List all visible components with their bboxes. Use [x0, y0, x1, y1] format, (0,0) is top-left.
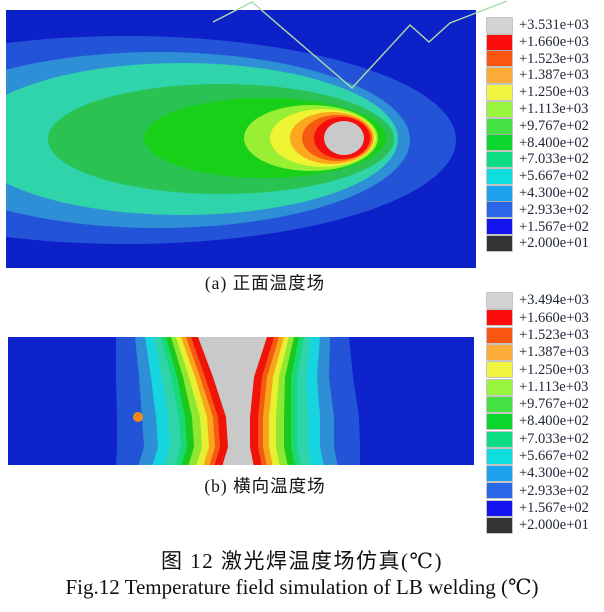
legend-row: +1.567e+02	[487, 218, 589, 235]
legend-row: +1.113e+03	[487, 101, 589, 118]
front-temperature-field-plot	[6, 10, 476, 268]
watermark-line	[212, 0, 508, 89]
legend-color-swatch	[487, 152, 512, 168]
watermark-zigzag-line	[212, 0, 508, 89]
legend-value-label: +3.494e+03	[519, 292, 589, 309]
transverse-temperature-field-plot	[8, 337, 474, 465]
legend-value-label: +1.113e+03	[519, 378, 589, 395]
legend-value-label: +1.250e+03	[519, 361, 589, 378]
legend-row: +1.387e+03	[487, 344, 589, 361]
temperature-legend-a: +3.531e+03 +1.660e+03 +1.523e+03 +1.387e+03…	[487, 17, 589, 252]
legend-color-swatch	[487, 17, 512, 33]
legend-row: +8.400e+02	[487, 413, 589, 430]
legend-row: +4.300e+02	[487, 465, 589, 482]
legend-color-swatch	[487, 202, 512, 218]
legend-row: +7.033e+02	[487, 151, 589, 168]
legend-color-swatch	[487, 51, 512, 67]
legend-color-swatch	[487, 379, 512, 395]
legend-row: +1.250e+03	[487, 361, 589, 378]
legend-value-label: +1.567e+02	[519, 218, 589, 235]
legend-value-label: +1.567e+02	[519, 499, 589, 516]
legend-value-label: +8.400e+02	[519, 134, 589, 151]
legend-row: +2.000e+01	[487, 517, 589, 534]
legend-row: +5.667e+02	[487, 448, 589, 465]
legend-color-swatch	[487, 101, 512, 117]
legend-color-swatch	[487, 310, 512, 326]
legend-value-label: +3.531e+03	[519, 17, 589, 34]
legend-row: +8.400e+02	[487, 134, 589, 151]
caption-panel-a: (a) 正面温度场	[204, 273, 326, 293]
legend-color-swatch	[487, 396, 512, 412]
legend-color-swatch	[487, 362, 512, 378]
legend-value-label: +8.400e+02	[519, 413, 589, 430]
legend-value-label: +1.660e+03	[519, 33, 589, 50]
legend-color-swatch	[487, 483, 512, 499]
isotherm-band	[324, 121, 364, 155]
legend-color-swatch	[487, 518, 512, 533]
legend-row: +1.567e+02	[487, 500, 589, 517]
legend-color-swatch	[487, 34, 512, 50]
legend-value-label: +5.667e+02	[519, 448, 589, 465]
legend-row: +3.494e+03	[487, 292, 589, 309]
legend-value-label: +2.933e+02	[519, 482, 589, 499]
legend-color-swatch	[487, 345, 512, 361]
legend-value-label: +2.933e+02	[519, 201, 589, 218]
legend-row: +3.531e+03	[487, 17, 589, 34]
legend-row: +2.933e+02	[487, 202, 589, 219]
legend-color-swatch	[487, 85, 512, 101]
legend-color-swatch	[487, 118, 512, 134]
figure-caption-chinese: 图 12 激光焊温度场仿真(℃)	[161, 549, 443, 573]
legend-color-swatch	[487, 219, 512, 235]
legend-value-label: +9.767e+02	[519, 117, 589, 134]
legend-row: +1.523e+03	[487, 327, 589, 344]
legend-value-label: +2.000e+01	[519, 517, 589, 534]
legend-value-label: +4.300e+02	[519, 184, 589, 201]
legend-color-swatch	[487, 431, 512, 447]
temperature-legend-b: +3.494e+03 +1.660e+03 +1.523e+03 +1.387e+03…	[487, 292, 589, 534]
legend-value-label: +1.250e+03	[519, 84, 589, 101]
legend-row: +1.523e+03	[487, 51, 589, 68]
legend-color-swatch	[487, 448, 512, 464]
legend-row: +1.250e+03	[487, 84, 589, 101]
isotherm-band	[198, 337, 267, 465]
legend-row: +9.767e+02	[487, 396, 589, 413]
legend-value-label: +9.767e+02	[519, 396, 589, 413]
legend-value-label: +1.660e+03	[519, 309, 589, 326]
legend-row: +2.933e+02	[487, 482, 589, 499]
caption-panel-b: (b) 横向温度场	[204, 476, 326, 496]
legend-color-swatch	[487, 500, 512, 516]
legend-row: +5.667e+02	[487, 168, 589, 185]
legend-color-swatch	[487, 236, 512, 252]
legend-value-label: +4.300e+02	[519, 465, 589, 482]
legend-color-swatch	[487, 135, 512, 151]
legend-row: +1.660e+03	[487, 34, 589, 51]
legend-value-label: +5.667e+02	[519, 168, 589, 185]
legend-row: +1.113e+03	[487, 378, 589, 395]
legend-color-swatch	[487, 414, 512, 430]
legend-color-swatch	[487, 466, 512, 482]
legend-row: +1.660e+03	[487, 309, 589, 326]
legend-value-label: +1.523e+03	[519, 326, 589, 343]
legend-color-swatch	[487, 185, 512, 201]
legend-color-swatch	[487, 68, 512, 84]
legend-value-label: +2.000e+01	[519, 235, 589, 252]
legend-value-label: +7.033e+02	[519, 430, 589, 447]
legend-row: +2.000e+01	[487, 235, 589, 252]
legend-value-label: +1.387e+03	[519, 67, 589, 84]
legend-color-swatch	[487, 293, 512, 309]
legend-value-label: +1.523e+03	[519, 50, 589, 67]
legend-value-label: +1.113e+03	[519, 101, 589, 118]
legend-value-label: +1.387e+03	[519, 344, 589, 361]
legend-row: +1.387e+03	[487, 67, 589, 84]
legend-color-swatch	[487, 168, 512, 184]
legend-value-label: +7.033e+02	[519, 151, 589, 168]
legend-row: +9.767e+02	[487, 118, 589, 135]
legend-row: +4.300e+02	[487, 185, 589, 202]
marker-dot	[133, 412, 143, 422]
legend-color-swatch	[487, 327, 512, 343]
figure-caption-english: Fig.12 Temperature field simulation of L…	[65, 575, 539, 599]
legend-row: +7.033e+02	[487, 430, 589, 447]
